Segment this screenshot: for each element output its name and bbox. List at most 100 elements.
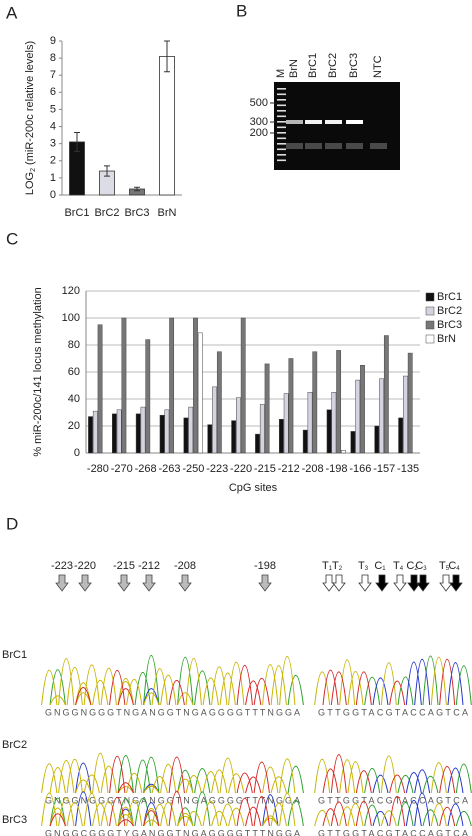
arrow [332,574,346,592]
arrow [178,574,192,592]
band [286,120,303,124]
bar [350,431,356,454]
sequence: GNGGCGGGTYGANGGTNGAGGGGTTTNGGA [45,828,300,836]
site-label: 1 [382,566,386,572]
x-axis-label: CpG sites [229,482,278,494]
site-label: T4 [393,560,404,572]
trace [41,792,296,827]
bar [207,424,213,454]
bar [159,414,165,454]
bar [216,351,222,454]
ladder-band [277,132,286,134]
bar [398,417,404,454]
y-tick-label: 9 [50,35,56,47]
bar [121,317,127,454]
bar [145,339,151,454]
trace [143,688,160,706]
position-label: -198 [254,560,276,572]
trace [364,655,472,706]
lane-label: M [275,69,287,78]
site-label: 1 [329,566,333,572]
site-label: C1 [374,560,386,572]
position-label: -220 [74,560,96,572]
x-tick-label: BrN [158,207,177,219]
panel-label: C [6,229,18,248]
legend-swatch [425,334,435,344]
ladder-band [277,159,286,162]
trace [322,658,456,706]
bar [135,413,141,454]
bar [240,317,246,454]
sequence: GTTGGTACGTACCAGTCA [318,828,468,836]
bar [307,392,313,454]
lane-label: BrN [288,59,300,78]
ladder-band [277,126,286,129]
row-label: BrC1 [2,649,27,661]
bar [341,450,346,454]
site-label: T5 [439,560,450,572]
bar [197,332,203,454]
marker-label: 300 [250,116,268,128]
x-tick-label: -270 [111,463,133,475]
bar [278,419,284,454]
y-tick-label: 6 [50,86,56,98]
trace [49,790,270,827]
y-tick-label: 2 [50,155,56,167]
bar [403,375,408,454]
legend-swatch [425,320,435,330]
x-tick-label: -215 [254,463,276,475]
arrow [78,574,92,592]
error-bar [104,165,110,177]
bar [379,378,384,454]
y-tick-label: 4 [50,120,56,132]
bar [92,410,98,454]
y-tick-label: 5 [50,103,56,115]
arrow [393,574,407,592]
marker-label: 500 [250,97,268,109]
legend-label: BrC2 [437,305,462,317]
trace [109,755,270,794]
bar [288,358,294,454]
arrow [416,574,430,592]
position-label: -208 [174,560,196,572]
band [325,120,342,124]
ladder-band [277,148,286,151]
legend-label: BrC1 [437,291,462,303]
panel-label: A [6,3,18,22]
site-label: C4 [448,560,460,572]
bar [193,317,198,454]
trace [41,753,296,794]
y-tick-label: 0 [50,189,56,201]
y-axis-label: LOG [24,172,36,195]
ladder-band [277,137,286,140]
site-label: 3 [365,566,369,572]
x-tick-label: -212 [278,463,300,475]
site-label: T [358,560,365,572]
x-tick-label: -220 [230,463,252,475]
trace [75,791,279,827]
x-tick-label: -166 [349,463,371,475]
trace [314,755,447,794]
lane-label: BrC3 [348,53,360,78]
bar [159,56,175,196]
bar [360,365,365,454]
trace [314,803,447,827]
gel [274,82,400,170]
bar [236,397,241,454]
y-tick-label: 20 [68,420,80,432]
bar [111,413,117,454]
x-tick-label: -250 [182,463,204,475]
bar [231,420,237,454]
bar [255,433,260,454]
site-label: T [322,560,329,572]
bar [264,363,270,454]
bar [164,409,170,454]
bar [326,409,332,454]
band [370,143,387,149]
arrow [449,574,463,592]
x-tick-label: -268 [135,463,157,475]
ladder-band [277,88,286,90]
bar [374,425,380,454]
site-label: 4 [456,566,460,572]
legend-label: BrC3 [437,319,462,331]
